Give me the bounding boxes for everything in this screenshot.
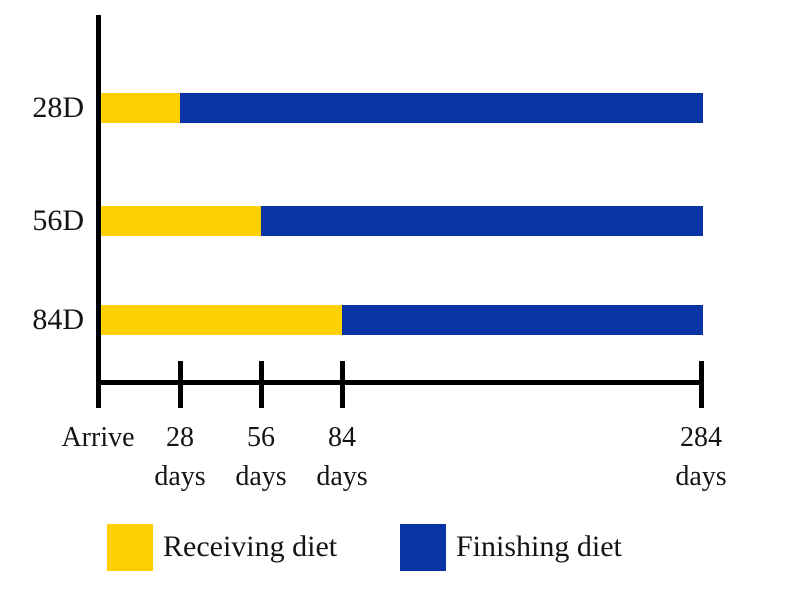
x-axis-tick-label-arrive: Arrive: [61, 422, 135, 453]
bar-segment-finishing-28D: [180, 93, 703, 123]
category-label-56D: 56D: [32, 204, 84, 237]
receiving-diet-swatch: [107, 523, 153, 571]
x-axis-line: [96, 380, 703, 385]
legend-item-receiving-diet: Receiving diet: [107, 523, 337, 571]
legend-label-receiving-diet: Receiving diet: [163, 530, 338, 563]
x-axis-tick-label-28: 28 days: [154, 422, 206, 492]
bar-segment-receiving-84D: [101, 305, 342, 335]
finishing-diet-swatch: [400, 523, 446, 571]
x-axis-tick-84: [340, 361, 345, 408]
legend-item-finishing-diet: Finishing diet: [400, 523, 622, 571]
x-axis-tick-28: [178, 361, 183, 408]
x-axis-tick-label-56: 56 days: [235, 422, 287, 492]
category-label-28D: 28D: [32, 91, 84, 124]
bar-segment-finishing-56D: [261, 206, 703, 236]
bar-segment-receiving-28D: [101, 93, 180, 123]
category-label-84D: 84D: [32, 303, 84, 336]
bar-segment-receiving-56D: [101, 206, 261, 236]
y-axis-line: [96, 15, 101, 408]
x-axis-tick-label-84: 84 days: [316, 422, 368, 492]
legend-label-finishing-diet: Finishing diet: [456, 530, 622, 563]
x-axis-tick-284: [699, 361, 704, 408]
x-axis-tick-label-284: 284 days: [675, 422, 727, 492]
x-axis-tick-56: [259, 361, 264, 408]
bar-segment-finishing-84D: [342, 305, 703, 335]
